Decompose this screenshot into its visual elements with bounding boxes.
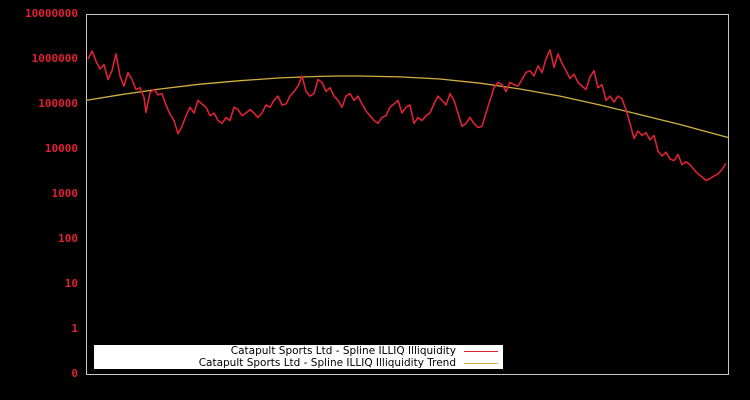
- illiquidity-line: [87, 48, 727, 182]
- legend-swatch-red: [464, 350, 498, 352]
- y-tick-label: 1000: [51, 187, 79, 200]
- y-tick-label: 10: [64, 277, 78, 290]
- legend-swatch-yellow: [464, 362, 498, 364]
- legend-item-illiquidity: Catapult Sports Ltd - Spline ILLIQ Illiq…: [231, 345, 503, 357]
- y-tick-label: 100000: [38, 97, 78, 110]
- legend-item-trend: Catapult Sports Ltd - Spline ILLIQ Illiq…: [199, 357, 503, 369]
- y-tick-label: 1000000: [31, 52, 78, 65]
- y-tick-label: 100: [58, 232, 78, 245]
- trend-line: [85, 75, 729, 139]
- legend-label: Catapult Sports Ltd - Spline ILLIQ Illiq…: [230, 345, 456, 357]
- plot-area: [86, 14, 729, 375]
- legend-label: Catapult Sports Ltd - Spline ILLIQ Illiq…: [198, 357, 456, 369]
- y-tick-label: 1: [71, 322, 78, 335]
- y-tick-label: 10000000: [25, 7, 78, 20]
- y-tick-label: 0: [71, 367, 78, 380]
- y-tick-label: 10000: [44, 142, 78, 155]
- legend: Catapult Sports Ltd - Spline ILLIQ Illiq…: [94, 345, 503, 369]
